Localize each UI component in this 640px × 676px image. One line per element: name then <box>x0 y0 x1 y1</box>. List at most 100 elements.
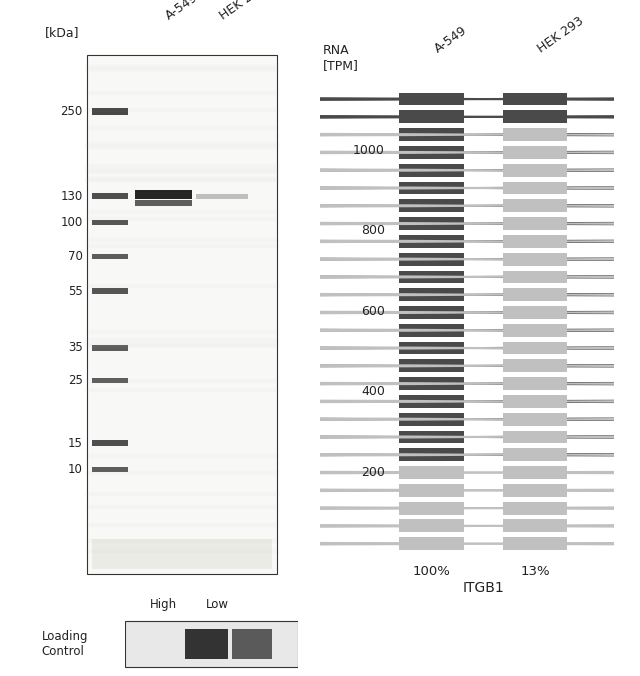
Bar <box>399 324 464 337</box>
Circle shape <box>0 130 567 140</box>
Text: 70: 70 <box>68 250 83 263</box>
Bar <box>399 519 464 532</box>
Text: 130: 130 <box>60 190 83 203</box>
Circle shape <box>399 467 640 478</box>
Circle shape <box>0 254 567 264</box>
Circle shape <box>399 503 640 513</box>
Circle shape <box>0 308 567 318</box>
Bar <box>399 235 464 247</box>
Bar <box>502 306 567 319</box>
Circle shape <box>0 521 464 531</box>
Text: 13%: 13% <box>520 564 550 577</box>
Text: RNA
[TPM]: RNA [TPM] <box>323 44 359 72</box>
Circle shape <box>502 414 640 425</box>
Circle shape <box>502 201 640 211</box>
Bar <box>502 395 567 408</box>
Circle shape <box>502 130 640 140</box>
Circle shape <box>399 361 640 371</box>
Circle shape <box>0 503 567 513</box>
Bar <box>502 270 567 283</box>
Bar <box>502 182 567 195</box>
Circle shape <box>502 325 640 335</box>
Circle shape <box>502 218 640 228</box>
Bar <box>502 341 567 354</box>
Circle shape <box>399 112 640 122</box>
Circle shape <box>399 147 640 158</box>
Bar <box>502 235 567 247</box>
Circle shape <box>0 450 567 460</box>
Bar <box>399 431 464 443</box>
Circle shape <box>399 450 640 460</box>
Text: Low: Low <box>206 598 229 611</box>
Text: 55: 55 <box>68 285 83 297</box>
Bar <box>399 288 464 301</box>
Circle shape <box>0 289 464 300</box>
Circle shape <box>399 254 640 264</box>
Bar <box>502 484 567 497</box>
Circle shape <box>0 361 567 371</box>
Bar <box>399 448 464 461</box>
Text: 1000: 1000 <box>353 144 385 157</box>
Circle shape <box>399 325 640 335</box>
Bar <box>502 360 567 372</box>
Bar <box>399 413 464 426</box>
Bar <box>399 395 464 408</box>
Circle shape <box>0 539 567 549</box>
Bar <box>502 448 567 461</box>
Circle shape <box>0 130 464 140</box>
Bar <box>399 93 464 105</box>
Text: 400: 400 <box>361 385 385 398</box>
Bar <box>399 306 464 319</box>
FancyBboxPatch shape <box>88 55 277 574</box>
Bar <box>399 377 464 390</box>
Circle shape <box>0 325 567 335</box>
Circle shape <box>502 112 640 122</box>
Bar <box>502 128 567 141</box>
FancyBboxPatch shape <box>135 190 191 199</box>
Circle shape <box>399 343 640 353</box>
Circle shape <box>399 379 640 389</box>
Circle shape <box>502 485 640 496</box>
Circle shape <box>0 165 567 175</box>
Circle shape <box>0 183 567 193</box>
Circle shape <box>399 272 640 282</box>
FancyBboxPatch shape <box>92 539 272 569</box>
Text: Loading
Control: Loading Control <box>42 630 88 658</box>
Text: 100: 100 <box>60 216 83 229</box>
Bar <box>399 341 464 354</box>
Circle shape <box>0 236 567 247</box>
Text: 25: 25 <box>68 374 83 387</box>
Circle shape <box>502 308 640 318</box>
Circle shape <box>0 236 464 247</box>
Circle shape <box>0 165 464 175</box>
Bar <box>502 519 567 532</box>
Bar <box>502 502 567 514</box>
Circle shape <box>399 94 640 104</box>
Bar <box>399 484 464 497</box>
Text: 10: 10 <box>68 463 83 476</box>
Text: A-549: A-549 <box>432 24 469 55</box>
Circle shape <box>0 432 567 442</box>
Bar <box>502 288 567 301</box>
Text: 200: 200 <box>361 466 385 479</box>
Circle shape <box>0 289 567 300</box>
Text: 250: 250 <box>60 105 83 118</box>
Bar <box>502 93 567 105</box>
Circle shape <box>0 183 464 193</box>
Circle shape <box>502 521 640 531</box>
Circle shape <box>399 432 640 442</box>
Circle shape <box>0 112 567 122</box>
Circle shape <box>502 450 640 460</box>
Bar <box>502 466 567 479</box>
Text: 800: 800 <box>361 224 385 237</box>
Bar <box>399 164 464 176</box>
Bar <box>502 217 567 230</box>
Bar <box>399 537 464 550</box>
Circle shape <box>399 183 640 193</box>
Circle shape <box>502 539 640 549</box>
Circle shape <box>0 432 464 442</box>
Bar <box>399 270 464 283</box>
Circle shape <box>399 308 640 318</box>
Bar <box>399 199 464 212</box>
FancyBboxPatch shape <box>125 621 298 667</box>
